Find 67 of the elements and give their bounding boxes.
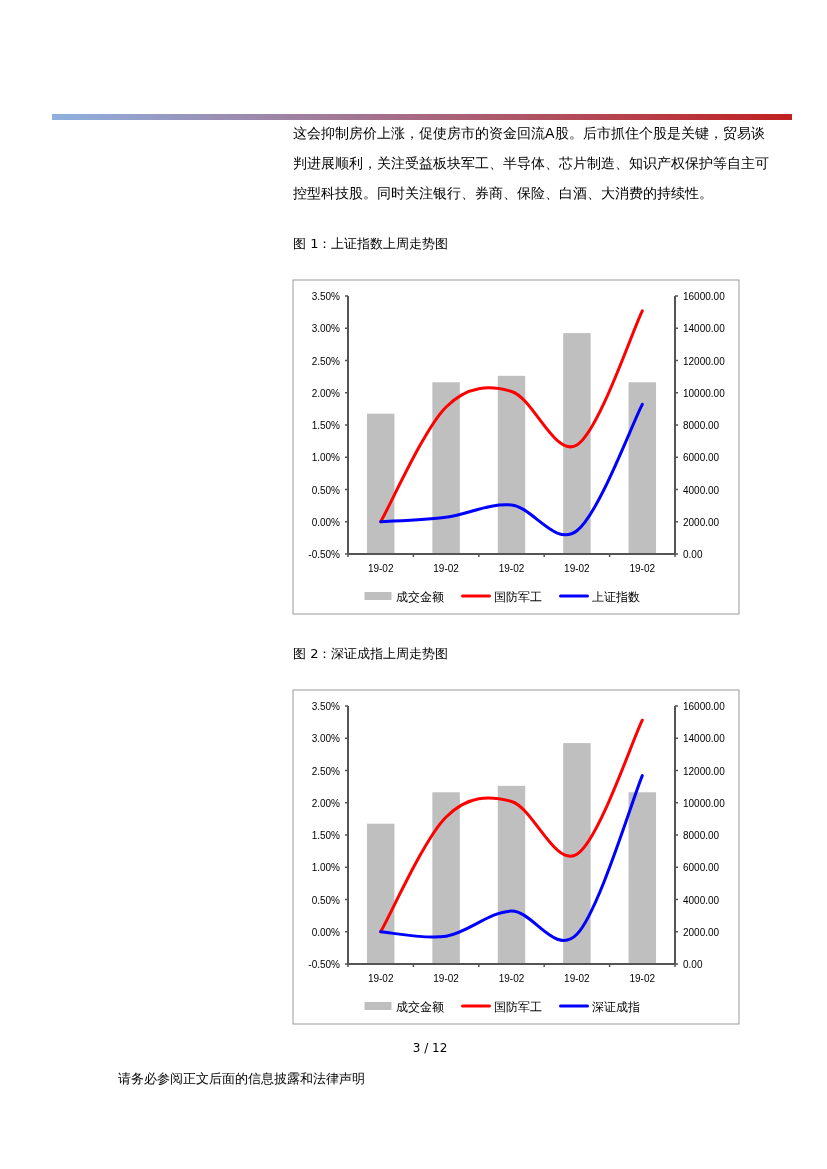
- y-tick-label: 1.00%: [311, 452, 341, 464]
- bar: [497, 785, 526, 964]
- bar: [432, 792, 460, 964]
- bar: [563, 333, 591, 554]
- x-tick-label: 19-02: [433, 563, 460, 574]
- y2-tick-label: 16000.00: [683, 701, 726, 712]
- y-tick-label: 3.50%: [311, 291, 341, 302]
- y2-tick-label: 14000.00: [683, 733, 726, 745]
- x-tick-label: 19-02: [629, 973, 656, 984]
- x-tick-label: 19-02: [498, 563, 525, 574]
- y2-tick-label: 0.00: [683, 959, 703, 970]
- y-tick-label: 2.50%: [311, 765, 341, 777]
- y2-tick-label: 4000.00: [683, 894, 720, 906]
- bar: [628, 382, 657, 554]
- y-tick-label: 2.00%: [311, 797, 341, 809]
- y-tick-label: 3.00%: [311, 323, 341, 335]
- y2-tick-label: 8000.00: [683, 830, 720, 841]
- y-tick-label: -0.50%: [308, 959, 341, 970]
- y2-tick-label: 2000.00: [683, 516, 720, 528]
- y2-tick-label: 10000.00: [683, 797, 726, 809]
- bar: [497, 375, 526, 554]
- x-tick-label: 19-02: [498, 973, 525, 984]
- legend-label: 国防军工: [493, 1000, 542, 1014]
- y-tick-label: 1.50%: [311, 420, 341, 431]
- bar: [366, 413, 395, 554]
- y-tick-label: 0.00%: [311, 926, 341, 938]
- x-tick-label: 19-02: [367, 563, 394, 574]
- y-tick-label: 0.50%: [311, 894, 341, 906]
- y2-tick-label: 16000.00: [683, 291, 726, 302]
- x-tick-label: 19-02: [564, 563, 591, 574]
- bar: [563, 743, 591, 964]
- text: 请务必参阅正文后面的信息披露和法律声明: [118, 1070, 366, 1088]
- legend-label: 国防军工: [493, 590, 542, 604]
- x-tick-label: 19-02: [629, 563, 656, 574]
- y-tick-label: 0.00%: [311, 516, 341, 528]
- y2-tick-label: 12000.00: [683, 765, 726, 777]
- x-tick-label: 19-02: [433, 973, 460, 984]
- text: 3 / 12: [411, 1040, 449, 1056]
- y-tick-label: -0.50%: [308, 549, 341, 560]
- y-tick-label: 3.50%: [311, 701, 341, 712]
- y2-tick-label: 10000.00: [683, 387, 726, 399]
- x-tick-label: 19-02: [367, 973, 394, 984]
- chart-title: 图 1：上证指数上周走势图: [293, 235, 449, 253]
- legend-label: 深证成指: [591, 1000, 640, 1014]
- y-tick-label: 1.50%: [311, 830, 341, 841]
- y-tick-label: 2.00%: [311, 387, 341, 399]
- text: 这会抑制房价上涨，促使房市的资金回流A股。后市抓住个股是关键，贸易谈判进展顺利，关注受益板块军工、半导体、芯片制造、知识产权保护等自主可控型科技股。同时关注银行、券商、保险、白酒、大消费的持续性。: [293, 124, 770, 203]
- legend-label: 上证指数: [591, 590, 640, 604]
- y2-tick-label: 6000.00: [683, 452, 720, 464]
- y2-tick-label: 14000.00: [683, 323, 726, 335]
- y2-tick-label: 6000.00: [683, 862, 720, 874]
- x-tick-label: 19-02: [564, 973, 591, 984]
- legend-label: 成交金额: [395, 590, 444, 604]
- y2-tick-label: 8000.00: [683, 420, 720, 431]
- bar: [432, 382, 460, 554]
- legend-label: 成交金额: [395, 1000, 444, 1014]
- y2-tick-label: 2000.00: [683, 926, 720, 938]
- y2-tick-label: 4000.00: [683, 484, 720, 496]
- y2-tick-label: 0.00: [683, 549, 703, 560]
- y-tick-label: 0.50%: [311, 484, 341, 496]
- chart-title: 图 2：深证成指上周走势图: [293, 645, 449, 663]
- y2-tick-label: 12000.00: [683, 355, 726, 367]
- y-tick-label: 1.00%: [311, 862, 341, 874]
- y-tick-label: 2.50%: [311, 355, 341, 367]
- y-tick-label: 3.00%: [311, 733, 341, 745]
- bar: [366, 823, 395, 964]
- bar: [628, 792, 657, 964]
